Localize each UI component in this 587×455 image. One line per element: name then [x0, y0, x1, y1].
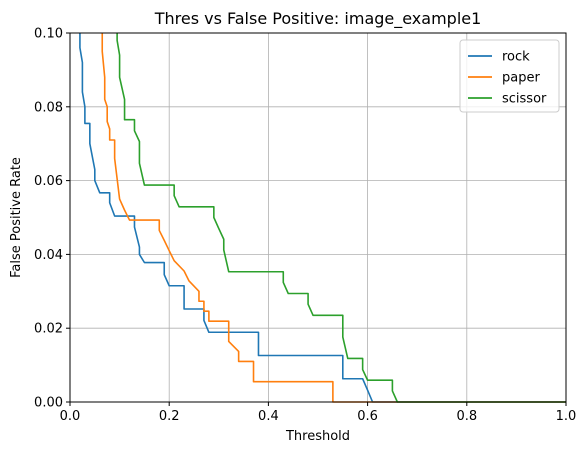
x-tick-label: 0.0 [60, 409, 81, 424]
y-tick-label: 0.02 [34, 322, 63, 337]
x-tick-label: 0.6 [357, 409, 378, 424]
y-tick-label: 0.10 [34, 27, 63, 42]
y-axis-label: False Positive Rate [9, 157, 24, 278]
legend-label-rock: rock [502, 50, 530, 65]
series-lines [79, 33, 566, 403]
series-line-paper [101, 33, 566, 403]
axis-ticks: 0.0 0.2 0.4 0.6 0.8 1.0 0.00 0.02 0.04 0.06 0.08 0.… [34, 27, 576, 425]
legend-label-paper: paper [502, 71, 540, 86]
x-axis-label: Threshold [285, 429, 350, 444]
legend-label-scissor: scissor [502, 92, 547, 107]
x-tick-label: 0.8 [456, 409, 477, 424]
plot-frame [69, 32, 567, 403]
y-tick-label: 0.06 [34, 174, 63, 189]
legend-box [459, 39, 560, 113]
y-tick-label: 0.00 [34, 396, 63, 411]
series-line-rock [79, 33, 566, 403]
chart-title: Thres vs False Positive: image_example1 [154, 9, 482, 29]
legend: rock paper scissor [459, 39, 560, 113]
series-line-scissor [116, 33, 566, 403]
x-tick-label: 1.0 [556, 409, 577, 424]
y-tick-label: 0.04 [34, 248, 63, 263]
x-tick-label: 0.2 [159, 409, 180, 424]
y-tick-label: 0.08 [34, 100, 63, 115]
x-tick-label: 0.4 [258, 409, 279, 424]
